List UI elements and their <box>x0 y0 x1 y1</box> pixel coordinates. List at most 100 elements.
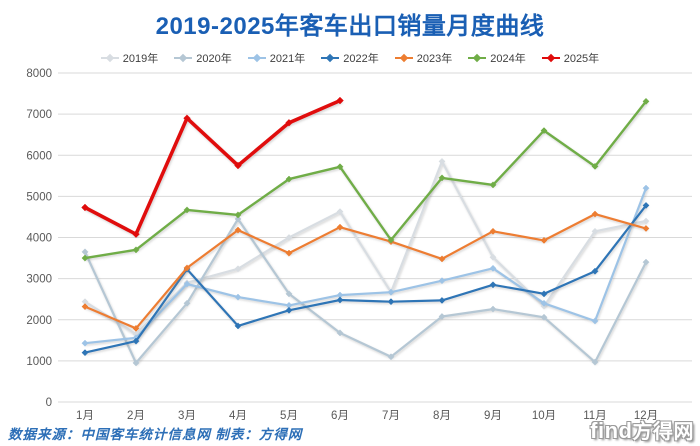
series-marker-2023-9月 <box>489 227 497 235</box>
legend-item-2021: 2021年 <box>247 50 306 66</box>
series-marker-2022-2月 <box>132 337 140 345</box>
series-marker-2024-11月 <box>591 162 599 170</box>
legend-label: 2025年 <box>563 53 600 65</box>
series-marker-2023-12月 <box>642 224 650 232</box>
series-marker-2023-3月 <box>183 264 191 272</box>
x-tick-label: 2月 <box>127 410 145 422</box>
y-tick-label: 7000 <box>26 109 52 121</box>
series-marker-2023-11月 <box>591 210 599 218</box>
x-tick-label: 1月 <box>76 410 94 422</box>
series-line-2022 <box>83 204 648 354</box>
series-marker-2022-10月 <box>540 290 548 298</box>
series-marker-2022-4月 <box>234 322 242 330</box>
series-marker-2022-6月 <box>336 296 344 304</box>
series-marker-2021-1月 <box>81 339 89 347</box>
x-tick-label: 7月 <box>382 410 400 422</box>
legend-marker-icon <box>468 53 487 63</box>
series-marker-2020-11月 <box>591 358 599 366</box>
y-tick-label: 0 <box>46 397 52 409</box>
legend-label: 2019年 <box>122 53 159 65</box>
series-marker-2021-9月 <box>489 264 497 272</box>
series-marker-2023-5月 <box>285 249 293 257</box>
series-marker-2024-7月 <box>387 236 395 244</box>
series-marker-2019-9月 <box>489 253 497 261</box>
legend-item-2024: 2024年 <box>468 50 526 66</box>
watermark-logo: find方得网 <box>590 415 694 444</box>
legend-marker-icon <box>541 53 560 63</box>
series-line-2020 <box>83 217 648 364</box>
series-marker-2022-7月 <box>387 298 395 306</box>
series-marker-2019-5月 <box>285 234 293 241</box>
legend-marker-icon <box>100 53 119 63</box>
series-marker-2024-6月 <box>336 163 344 171</box>
series-marker-2019-11月 <box>591 227 599 235</box>
series-marker-2022-1月 <box>81 349 89 357</box>
series-line-2023 <box>83 213 648 330</box>
series-marker-2019-8月 <box>438 157 446 165</box>
x-tick-label: 6月 <box>331 410 349 422</box>
series-marker-2024-9月 <box>489 181 497 189</box>
series-marker-2021-11月 <box>591 317 599 325</box>
series-marker-2022-5月 <box>285 306 293 314</box>
series-marker-2022-11月 <box>591 267 599 275</box>
series-marker-2025-4月 <box>234 161 242 170</box>
x-tick-label: 3月 <box>178 410 196 422</box>
series-marker-2025-2月 <box>132 230 140 238</box>
series-marker-2024-3月 <box>183 206 191 214</box>
x-tick-label: 8月 <box>433 410 451 422</box>
series-marker-2024-4月 <box>234 211 242 219</box>
series-marker-2024-10月 <box>540 127 548 135</box>
series-marker-2025-3月 <box>183 114 191 122</box>
legend-marker-icon <box>394 53 413 63</box>
series-marker-2021-12月 <box>642 184 650 192</box>
series-marker-2020-6月 <box>336 329 344 337</box>
series-marker-2020-5月 <box>285 290 293 298</box>
watermark-cjk: 方得网 <box>632 421 694 443</box>
series-marker-2025-1月 <box>81 203 89 212</box>
legend-marker-icon <box>247 53 266 63</box>
series-marker-2021-7月 <box>387 288 395 296</box>
series-marker-2021-8月 <box>438 277 446 285</box>
legend-label: 2024年 <box>490 53 526 65</box>
series-marker-2022-9月 <box>489 281 497 289</box>
x-tick-label: 10月 <box>532 410 556 422</box>
series-marker-2022-8月 <box>438 296 446 304</box>
legend-label: 2022年 <box>343 53 379 65</box>
x-tick-label: 9月 <box>484 410 502 422</box>
series-marker-2022-12月 <box>642 201 650 209</box>
series-marker-2023-2月 <box>132 324 140 332</box>
chart-legend: 2019年 2020年 2021年 2022年 2023年 2024年 2025年 <box>0 50 700 66</box>
series-marker-2019-12月 <box>642 217 650 225</box>
x-tick-label: 5月 <box>280 410 298 422</box>
legend-item-2022: 2022年 <box>321 50 379 66</box>
y-tick-label: 3000 <box>26 274 52 286</box>
series-marker-2020-10月 <box>540 313 548 321</box>
series-line-2019 <box>83 160 648 336</box>
legend-item-2023: 2023年 <box>394 50 453 66</box>
y-tick-label: 2000 <box>26 315 52 327</box>
series-marker-2020-4月 <box>234 215 242 223</box>
series-marker-2024-1月 <box>81 254 89 262</box>
chart-title: 2019-2025年客车出口销量月度曲线 <box>155 13 545 40</box>
x-tick-label: 4月 <box>229 410 247 422</box>
series-marker-2019-6月 <box>336 208 344 216</box>
data-source-note: 数据来源：中国客车统计信息网 制表：方得网 <box>8 427 303 442</box>
series-marker-2020-8月 <box>438 313 446 320</box>
series-line-2021 <box>83 187 648 345</box>
series-marker-2021-3月 <box>183 280 191 288</box>
series-line-2024 <box>83 100 648 260</box>
legend-label: 2021年 <box>269 53 306 65</box>
legend-marker-icon <box>321 53 340 63</box>
series-marker-2024-5月 <box>285 175 293 183</box>
y-tick-label: 4000 <box>26 233 52 245</box>
series-marker-2024-2月 <box>132 246 140 254</box>
series-marker-2019-4月 <box>234 265 242 273</box>
legend-item-2025: 2025年 <box>541 50 600 66</box>
series-marker-2023-10月 <box>540 236 548 244</box>
y-tick-label: 1000 <box>26 356 52 368</box>
y-tick-label: 8000 <box>26 68 52 80</box>
series-marker-2020-3月 <box>183 299 191 307</box>
series-marker-2021-10月 <box>540 299 548 307</box>
legend-label: 2023年 <box>416 53 453 65</box>
